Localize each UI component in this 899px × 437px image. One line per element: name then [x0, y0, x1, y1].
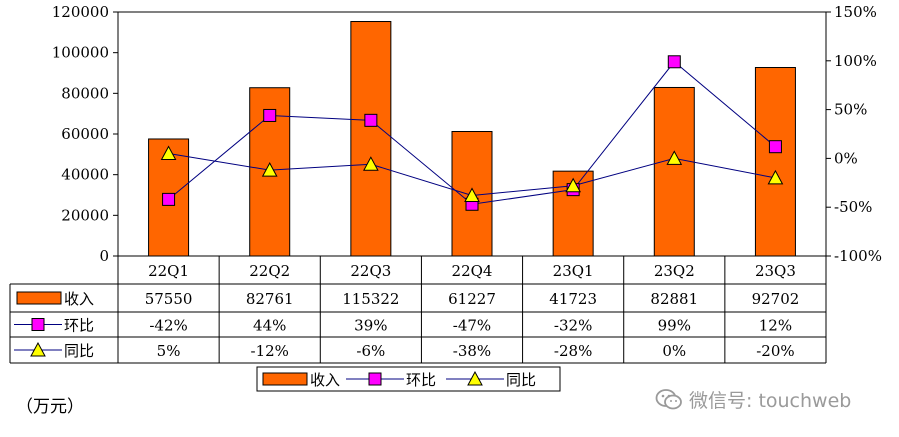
cell-value: 92702 — [752, 290, 800, 308]
legend-label-ring: 环比 — [406, 371, 436, 389]
left-tick-label: 40000 — [61, 166, 109, 184]
cell-value: 61227 — [448, 290, 496, 308]
legend-label-yoy: 同比 — [506, 371, 536, 389]
marker-ring-22Q3 — [364, 113, 378, 127]
bar-revenue-23Q3 — [754, 67, 796, 257]
legend-key-revenue — [262, 372, 308, 386]
cell-value: -47% — [453, 317, 491, 335]
right-tick-label: -50% — [834, 198, 872, 216]
cell-value: -38% — [453, 342, 491, 360]
right-tick-label: 50% — [834, 101, 867, 119]
cell-value: -20% — [756, 342, 794, 360]
cell-value: 44% — [253, 317, 286, 335]
cell-value: 5% — [157, 342, 181, 360]
marker-ring-23Q2 — [667, 55, 681, 69]
marker-yoy-22Q4 — [464, 187, 480, 202]
cell-value: 82881 — [650, 290, 698, 308]
cell-value: 82761 — [246, 290, 294, 308]
cell-value: 0% — [662, 342, 686, 360]
left-tick-label: 100000 — [52, 44, 109, 62]
unit-label: （万元） — [16, 397, 84, 417]
wechat-icon — [655, 388, 682, 409]
row-key-yoy-marker — [30, 341, 46, 357]
category-label: 22Q3 — [350, 262, 391, 280]
bar-revenue-22Q3 — [350, 21, 392, 257]
cell-value: 39% — [354, 317, 387, 335]
cell-value: 115322 — [342, 290, 399, 308]
category-label: 23Q2 — [654, 262, 695, 280]
marker-ring-22Q1 — [162, 192, 176, 206]
marker-yoy-22Q1 — [160, 145, 177, 161]
left-axis-ticks: 0 20000 40000 60000 80000 100000 120000 — [52, 3, 118, 265]
cell-value: -6% — [356, 342, 385, 360]
left-tick-label: 60000 — [61, 125, 109, 143]
marker-yoy-23Q1 — [565, 177, 581, 193]
left-tick-label: 120000 — [52, 3, 109, 21]
legend-key-ring-marker — [368, 372, 382, 386]
series-markers — [160, 55, 784, 211]
cell-value: -42% — [149, 317, 187, 335]
cell-value: -12% — [251, 342, 289, 360]
category-label: 22Q1 — [148, 262, 189, 280]
right-axis-ticks: -100% -50% 0% 50% 100% 150% — [826, 3, 882, 265]
right-tick-label: -100% — [834, 247, 882, 265]
marker-yoy-22Q3 — [363, 156, 379, 171]
category-label: 22Q4 — [452, 262, 493, 280]
revenue-bars — [148, 21, 796, 257]
marker-ring-22Q2 — [263, 108, 277, 122]
row-header-yoy: 同比 — [64, 342, 94, 360]
cell-value: 57550 — [145, 290, 193, 308]
bar-revenue-23Q2 — [653, 86, 695, 257]
row-header-revenue: 收入 — [64, 290, 94, 308]
marker-yoy-23Q3 — [767, 169, 784, 185]
category-label: 23Q1 — [553, 262, 594, 280]
category-label: 22Q2 — [249, 262, 290, 280]
row-key-revenue — [16, 291, 62, 305]
watermark-text: 微信号: touchweb — [689, 390, 852, 412]
marker-yoy-23Q2 — [666, 150, 683, 165]
right-tick-label: 0% — [834, 149, 858, 167]
watermark: 微信号: touchweb — [655, 386, 851, 413]
cell-value: -28% — [554, 342, 592, 360]
left-tick-label: 0 — [99, 247, 109, 265]
cell-value: 99% — [658, 317, 691, 335]
cell-value: 41723 — [549, 290, 597, 308]
right-tick-label: 150% — [834, 3, 877, 21]
marker-yoy-22Q2 — [261, 162, 278, 177]
marker-ring-23Q3 — [768, 140, 782, 154]
legend-label-revenue: 收入 — [310, 371, 340, 389]
right-tick-label: 100% — [834, 52, 877, 70]
cell-value: 12% — [759, 317, 792, 335]
category-label: 23Q3 — [755, 262, 796, 280]
legend: 收入 环比 同比 — [256, 366, 561, 392]
left-tick-label: 20000 — [61, 206, 109, 224]
left-tick-label: 80000 — [61, 84, 109, 102]
row-key-ring-marker — [31, 318, 45, 331]
row-header-ring: 环比 — [64, 317, 94, 335]
legend-key-yoy-marker — [467, 370, 483, 386]
cell-value: -32% — [554, 317, 592, 335]
